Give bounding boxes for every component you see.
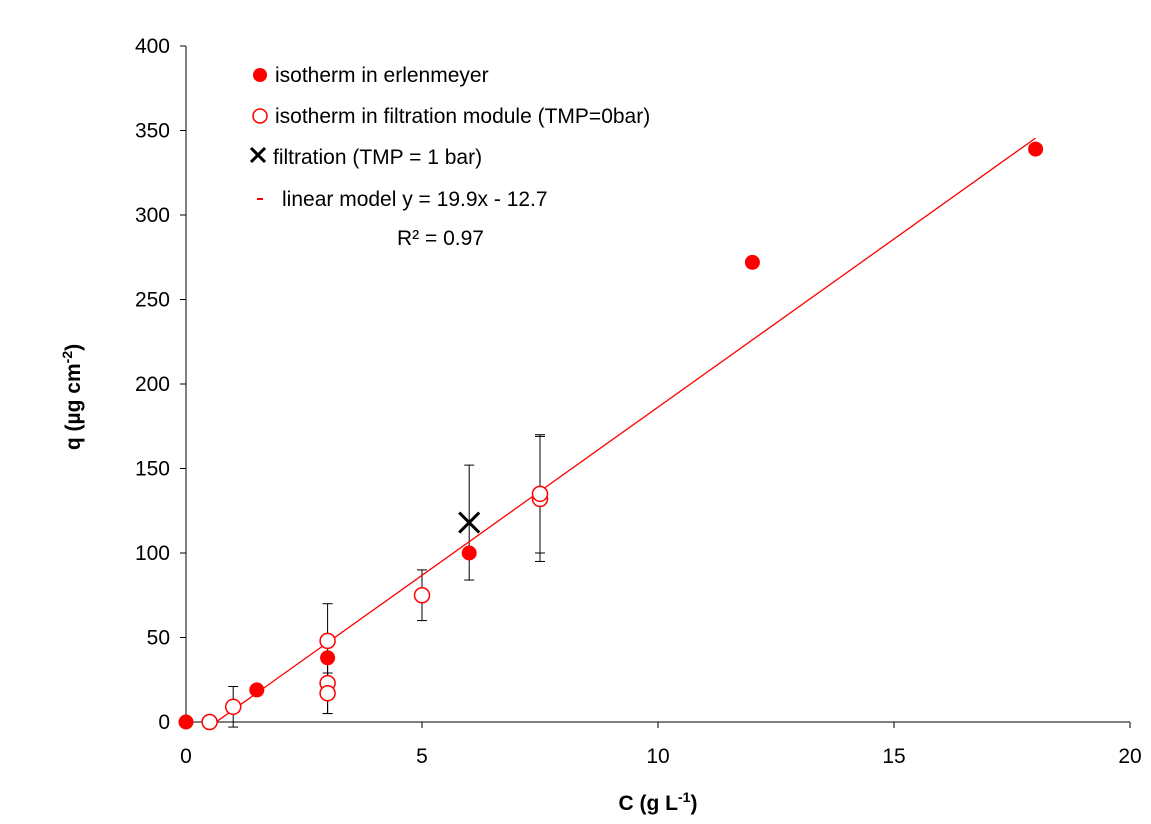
y-tick-label: 300 [135, 204, 170, 227]
y-tick-label: 150 [135, 458, 170, 481]
data-points [178, 141, 1044, 731]
legend-label-r2: R² = 0.97 [397, 227, 484, 250]
x-tick-label: 10 [646, 745, 669, 768]
point-open-circle [224, 698, 242, 716]
legend-marker-open-circle [252, 108, 268, 124]
legend-label-filtration-tmp1: filtration (TMP = 1 bar) [273, 146, 482, 169]
point-filled-circle [744, 254, 760, 270]
legend: isotherm in erlenmeyer isotherm in filtr… [249, 64, 650, 250]
y-tick-label: 0 [158, 711, 170, 734]
x-axis-title-main: C (g L [619, 792, 679, 815]
x-axis-ticks: 0 5 10 15 20 [180, 722, 1142, 768]
legend-marker-x [249, 146, 267, 164]
x-axis-title: C (g L-1) [619, 789, 698, 815]
y-axis-title-tail: ) [62, 344, 85, 351]
x-tick-label: 15 [882, 745, 905, 768]
point-x [458, 511, 481, 534]
legend-label-linear-model: linear model y = 19.9x - 12.7 [282, 188, 548, 211]
x-tick-label: 0 [180, 745, 192, 768]
point-filled-circle [461, 545, 477, 561]
point-filled-circle [249, 682, 265, 698]
x-axis-title-sup: -1 [678, 789, 691, 805]
point-x-stroke [458, 511, 481, 534]
y-tick-label: 400 [135, 35, 170, 58]
point-open-circle [201, 713, 218, 731]
y-tick-label: 100 [135, 542, 170, 565]
point-open-circle [319, 685, 336, 702]
y-tick-label: 50 [147, 627, 170, 650]
y-tick-label: 200 [135, 373, 170, 396]
legend-label-erlenmeyer: isotherm in erlenmeyer [275, 64, 489, 87]
point-open-circle [413, 587, 431, 604]
y-tick-label: 250 [135, 289, 170, 312]
y-axis-title-sup: -2 [59, 351, 75, 364]
y-tick-label: 350 [135, 120, 170, 143]
x-tick-label: 5 [416, 745, 428, 768]
y-axis-ticks: 0 50 100 150 200 250 300 350 400 [135, 35, 186, 734]
model-line [215, 137, 1036, 723]
x-axis-title-tail: ) [690, 792, 697, 815]
point-open-circle [531, 485, 549, 503]
point-filled-circle [178, 714, 194, 730]
legend-label-filtration-module: isotherm in filtration module (TMP=0bar) [275, 105, 650, 128]
y-axis-title: q (µg cm-2) [59, 344, 85, 450]
legend-marker-filled-circle [253, 68, 267, 82]
point-filled-circle [320, 650, 336, 666]
x-tick-label: 20 [1118, 745, 1141, 768]
linear-model-line [215, 137, 1036, 723]
point-open-circle [319, 632, 336, 650]
y-axis-title-main: q (µg cm [62, 363, 85, 450]
point-filled-circle [1028, 141, 1044, 157]
